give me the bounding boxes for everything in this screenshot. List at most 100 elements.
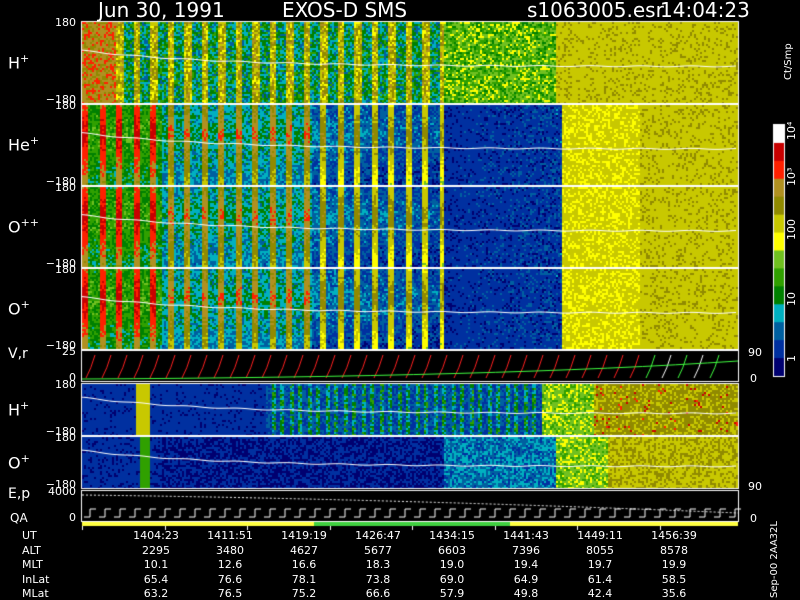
table-cell: 66.6 — [365, 587, 391, 600]
panel-label: V,r — [8, 347, 28, 361]
panel-label-sup: + — [20, 398, 30, 412]
table-row-label: MLT — [22, 558, 43, 571]
table-cell: 2295 — [142, 543, 170, 557]
y-min-tick: −180 — [45, 93, 76, 106]
table-cell: 63.2 — [143, 587, 169, 600]
table-cell: 6603 — [438, 543, 466, 557]
panel-label-text: He — [8, 135, 30, 155]
table-cell: 58.5 — [661, 572, 687, 586]
table-cell: 5677 — [364, 543, 392, 557]
right-axis-top-tick: 90 — [748, 480, 762, 493]
table-row-label: ALT — [22, 543, 41, 557]
y-max-tick: 25 — [62, 345, 76, 358]
panel-label-text: O — [8, 217, 21, 237]
footer-note: Sep-00 2AA32L — [769, 521, 780, 598]
table-cell: 65.4 — [143, 572, 169, 586]
panel-label-sup: + — [29, 134, 40, 147]
table-cell: 7396 — [512, 543, 540, 557]
panel-label-text: V,r — [8, 346, 28, 362]
y-max-tick: 4000 — [48, 485, 76, 498]
y-min-tick: −180 — [45, 175, 76, 188]
time-stamp: 14:04:23 — [660, 0, 750, 22]
table-cell: 8578 — [660, 543, 688, 557]
table-cell: 8055 — [586, 543, 614, 557]
panel-label: He+ — [8, 135, 39, 153]
right-axis-bottom-tick: 0 — [750, 372, 757, 385]
table-row-label: MLat — [22, 587, 49, 600]
panel-label-text: H — [8, 399, 21, 419]
table-cell: 18.3 — [365, 558, 391, 571]
table-cell: 57.9 — [439, 587, 465, 600]
table-cell: 3480 — [216, 543, 244, 557]
table-cell: 1404:23 — [133, 529, 179, 542]
table-cell: 42.4 — [587, 587, 613, 600]
panel-label: H+ — [8, 53, 29, 71]
y-min-tick: 0 — [69, 511, 76, 524]
y-min-tick: −180 — [45, 478, 76, 491]
table-cell: 19.9 — [661, 558, 687, 571]
colorbar-tick-label: 10³ — [785, 167, 798, 186]
table-cell: 1434:15 — [429, 529, 475, 542]
panel-label-text: O — [8, 299, 21, 319]
y-max-tick: 180 — [55, 263, 76, 276]
table-cell: 1426:47 — [355, 529, 401, 542]
table-cell: 1449:11 — [577, 529, 623, 542]
panel-label: E,p — [8, 487, 30, 501]
table-cell: 73.8 — [365, 572, 391, 586]
y-min-tick: −180 — [45, 339, 76, 352]
panel-label-sup: + — [20, 298, 30, 311]
colorbar-tick-label: 1 — [785, 355, 798, 362]
table-cell: 12.6 — [217, 558, 243, 571]
table-cell: 75.2 — [291, 587, 317, 600]
right-axis-top-tick: 90 — [748, 346, 762, 359]
y-max-tick: 180 — [55, 181, 76, 194]
panel-label: O++ — [8, 217, 39, 235]
table-cell: 19.4 — [513, 558, 539, 571]
table-cell: 76.5 — [217, 587, 243, 600]
file-name: s1063005.esr — [527, 0, 664, 22]
panel-label-text: E,p — [8, 486, 31, 502]
table-cell: 19.7 — [587, 558, 613, 571]
table-cell: 16.6 — [291, 558, 317, 571]
colorbar-tick-label: 10 — [785, 292, 798, 306]
date-title: Jun 30, 1991 — [98, 0, 225, 22]
table-cell: 1456:39 — [651, 529, 697, 542]
table-cell: 1411:51 — [207, 529, 253, 542]
table-row-label: InLat — [22, 572, 50, 586]
colorbar-unit: Ct/Smp — [783, 43, 794, 80]
table-cell: 76.6 — [217, 572, 243, 586]
colorbar-tick-label: 10⁴ — [785, 121, 798, 140]
right-axis-bottom-tick: 0 — [750, 512, 757, 525]
y-min-tick: −180 — [45, 257, 76, 270]
panel-label-sup: + — [20, 51, 30, 65]
panel-label-text: H — [8, 52, 21, 72]
table-cell: 4627 — [290, 543, 318, 557]
y-max-tick: 180 — [55, 378, 76, 391]
y-max-tick: 180 — [55, 99, 76, 112]
colorbar-tick-label: 100 — [785, 219, 798, 240]
y-max-tick: 180 — [55, 16, 76, 29]
y-min-tick: −180 — [45, 425, 76, 438]
table-cell: 69.0 — [439, 572, 465, 586]
table-cell: 1419:19 — [281, 529, 327, 542]
panel-label: H+ — [8, 400, 29, 418]
table-cell: 61.4 — [587, 572, 613, 586]
table-cell: 35.6 — [661, 587, 687, 600]
qa-label: QA — [10, 511, 28, 525]
panel-label-sup: ++ — [20, 216, 40, 229]
table-cell: 64.9 — [513, 572, 539, 586]
table-cell: 1441:43 — [503, 529, 549, 542]
panel-label-sup: + — [20, 451, 30, 465]
table-cell: 10.1 — [143, 558, 169, 571]
panel-label-text: O — [8, 452, 21, 472]
table-row-label: UT — [22, 529, 37, 542]
table-cell: 78.1 — [291, 572, 317, 586]
panel-label: O+ — [8, 453, 30, 471]
panel-label: O+ — [8, 299, 30, 317]
y-max-tick: 180 — [55, 431, 76, 444]
table-cell: 49.8 — [513, 587, 539, 600]
instrument-title: EXOS-D SMS — [282, 0, 408, 22]
table-cell: 19.0 — [439, 558, 465, 571]
y-min-tick: 0 — [69, 371, 76, 384]
